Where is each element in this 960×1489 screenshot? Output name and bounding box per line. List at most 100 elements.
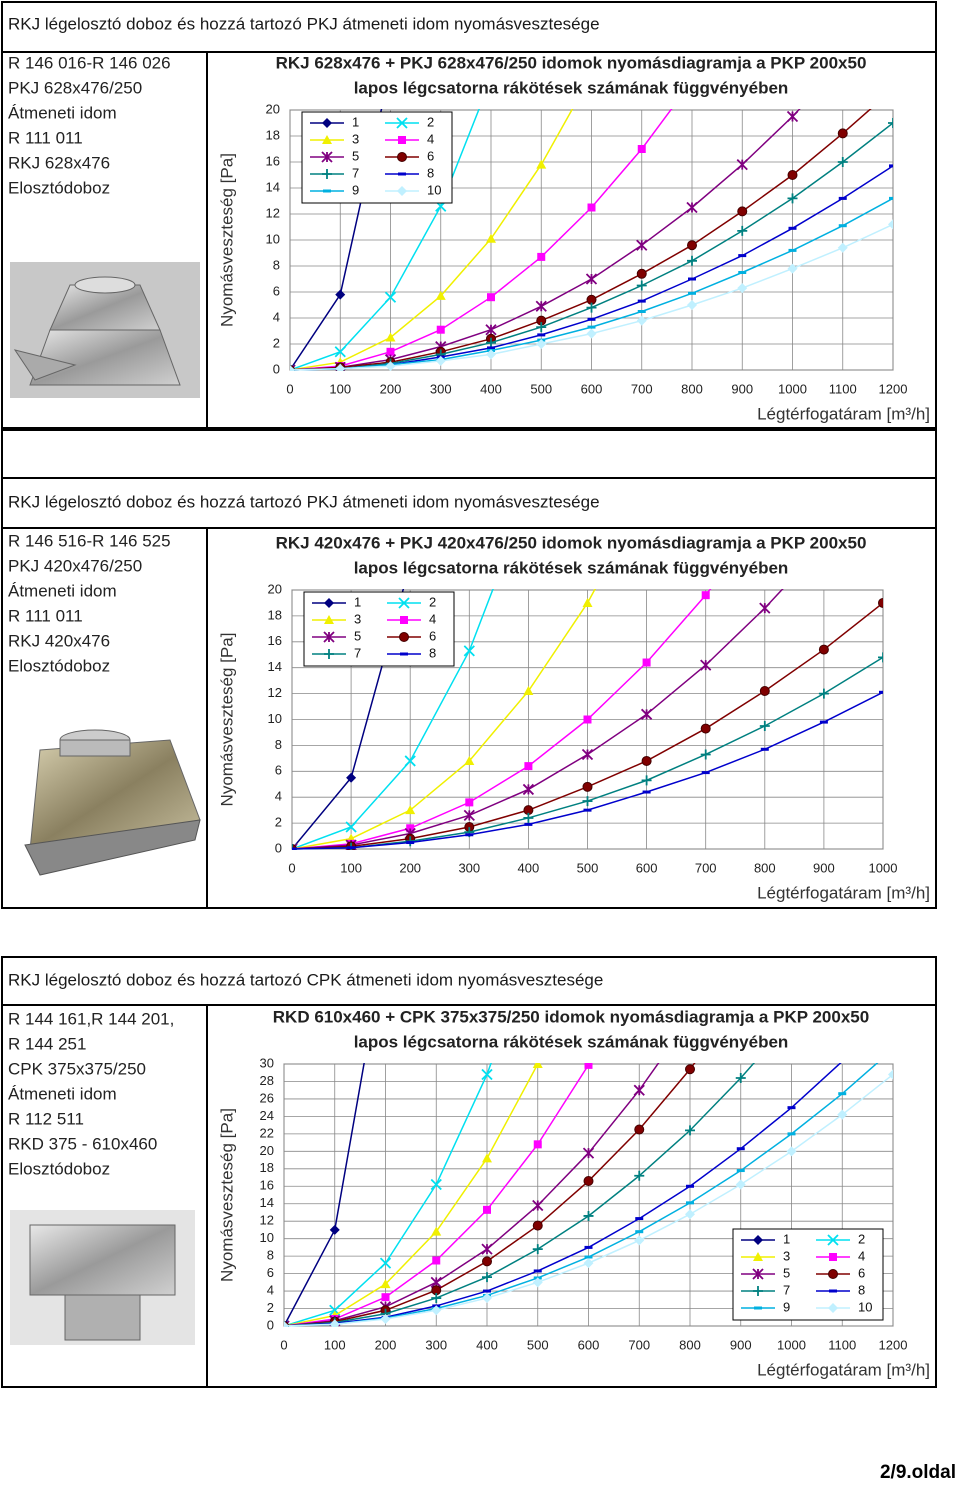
data-point: [329, 1224, 340, 1235]
legend-marker: [398, 597, 410, 609]
data-point: [636, 280, 647, 291]
data-point: [736, 996, 745, 1005]
data-point: [586, 302, 597, 313]
product-line: Átmeneti idom: [8, 103, 117, 122]
data-point: [581, 748, 594, 761]
data-point: [735, 1179, 746, 1190]
data-point: [346, 772, 357, 783]
y-tick-label: 20: [260, 1143, 274, 1158]
data-point: [487, 293, 495, 302]
data-point: [533, 928, 543, 938]
legend-marker: [324, 598, 334, 608]
data-point: [435, 290, 446, 300]
y-tick-label: 8: [273, 257, 280, 272]
data-point: [537, 252, 546, 261]
legend-label: 10: [858, 1299, 872, 1314]
data-point: [381, 1293, 390, 1302]
data-point: [636, 315, 647, 326]
section-header: RKJ légelosztó doboz és hozzá tartozó CP…: [8, 970, 603, 989]
data-point: [431, 1226, 442, 1236]
data-point: [431, 1293, 442, 1304]
data-point: [432, 1256, 441, 1265]
data-point: [787, 170, 798, 180]
series-line: [284, 1063, 539, 1327]
photo: [24, 729, 201, 876]
data-point: [523, 686, 534, 696]
x-tick-label: 500: [577, 860, 599, 875]
data-point: [405, 805, 416, 815]
y-tick-label: 10: [266, 231, 280, 246]
data-point: [385, 332, 396, 342]
y-tick-label: 14: [260, 1195, 274, 1210]
y-tick-label: 2: [275, 815, 282, 830]
data-point: [524, 762, 533, 771]
legend-marker: [397, 152, 407, 162]
data-point: [523, 812, 534, 823]
x-tick-label: 1000: [777, 1337, 806, 1352]
legend-label: 4: [429, 611, 436, 626]
x-tick-label: 1200: [879, 1337, 908, 1352]
x-tick-label: 700: [631, 381, 653, 396]
product-line: R 111 011: [8, 128, 83, 147]
x-tick-label: 200: [375, 1337, 397, 1352]
series-line: [284, 1063, 696, 1327]
data-point: [536, 339, 547, 349]
legend-label: 8: [858, 1282, 865, 1297]
data-point: [818, 644, 829, 655]
data-point: [700, 723, 711, 734]
data-point: [532, 1220, 543, 1231]
x-tick-label: 500: [527, 1337, 549, 1352]
x-tick-label: 1100: [829, 381, 857, 396]
data-point: [284, 1321, 289, 1327]
legend-marker: [753, 1235, 763, 1245]
legend-label: 7: [783, 1282, 790, 1297]
series-group: [290, 85, 898, 371]
data-point: [533, 1140, 542, 1149]
legend-marker: [827, 1234, 839, 1246]
data-point: [687, 240, 697, 251]
data-point: [837, 157, 848, 167]
x-tick-label: 500: [530, 381, 552, 396]
data-point: [737, 283, 748, 294]
legend-marker: [752, 1268, 764, 1280]
x-tick-label: 400: [476, 1337, 498, 1352]
legend-marker: [753, 1286, 763, 1296]
y-tick-label: 8: [267, 1248, 274, 1263]
data-point: [583, 1210, 594, 1221]
legend-label: 6: [429, 628, 436, 643]
data-point: [640, 708, 653, 720]
x-tick-label: 600: [636, 860, 658, 875]
chart-title: lapos légcsatorna rákötések számának füg…: [354, 558, 789, 577]
data-point: [486, 233, 496, 243]
legend-marker: [399, 632, 409, 642]
data-point: [583, 1176, 594, 1187]
y-tick-label: 6: [273, 283, 280, 298]
legend-marker: [828, 1303, 838, 1313]
data-point: [641, 775, 652, 786]
y-tick-label: 4: [267, 1283, 274, 1298]
product-line: RKD 375 - 610x460: [8, 1134, 157, 1153]
legend-label: 3: [352, 131, 359, 146]
x-tick-label: 1000: [869, 860, 898, 875]
x-axis-label: Légtérfogatáram [m³/h]: [757, 883, 930, 902]
data-point: [636, 268, 647, 279]
data-point: [685, 1125, 695, 1136]
x-tick-label: 100: [329, 381, 351, 396]
data-point: [486, 349, 496, 360]
data-point: [335, 363, 346, 371]
legend-label: 5: [354, 628, 361, 643]
data-point: [787, 193, 798, 204]
product-line: PKJ 420x476/250: [8, 556, 142, 575]
data-point: [335, 289, 346, 300]
data-point: [532, 1063, 543, 1068]
data-point: [290, 365, 295, 371]
y-tick-label: 2: [273, 335, 280, 350]
legend-label: 3: [783, 1248, 790, 1263]
y-tick-label: 8: [275, 737, 282, 752]
y-tick-label: 2: [267, 1300, 274, 1315]
data-point: [737, 206, 748, 217]
data-point: [889, 85, 898, 94]
data-point: [582, 781, 593, 792]
y-tick-label: 0: [273, 361, 280, 376]
x-tick-label: 0: [280, 1337, 287, 1352]
